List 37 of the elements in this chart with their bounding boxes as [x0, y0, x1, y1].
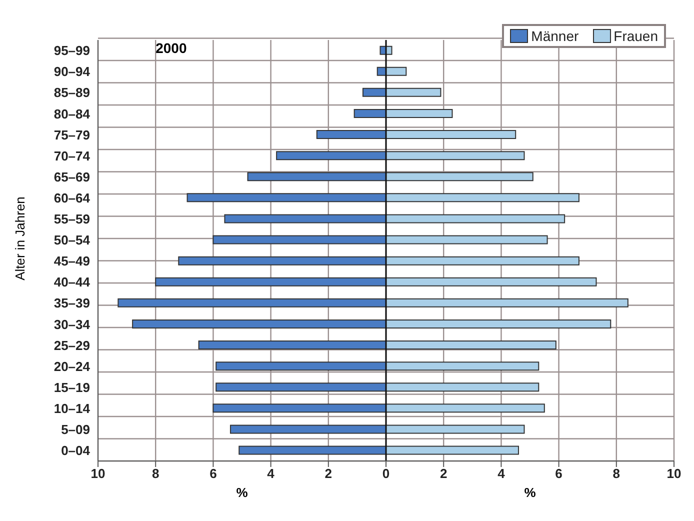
y-tick-label: 5–09: [61, 422, 90, 438]
y-tick-label: 10–14: [54, 400, 91, 416]
y-tick-label: 80–84: [54, 106, 91, 122]
y-tick-label: 55–59: [54, 212, 90, 227]
x-tick-label: 4: [267, 466, 276, 482]
x-tick-label: 0: [382, 466, 390, 482]
y-tick-label: 30–34: [54, 316, 91, 332]
y-tick-label: 90–94: [54, 64, 91, 80]
legend-label: Frauen: [612, 28, 658, 44]
x-tick-label: 6: [210, 466, 217, 482]
x-tick-label: 4: [498, 466, 506, 482]
x-tick-label: 6: [555, 466, 562, 482]
y-tick-label: 25–29: [54, 338, 90, 353]
y-tick-label: 70–74: [54, 148, 91, 164]
y-tick-label: 50–54: [54, 232, 91, 248]
legend-label: Männer: [530, 28, 579, 44]
y-tick-label: 75–79: [54, 127, 90, 142]
x-tick-label: 8: [612, 466, 620, 482]
y-tick-label: 40–44: [54, 274, 91, 290]
y-axis-title: Alter in Jahren: [12, 196, 28, 280]
chart-title: 2000: [156, 40, 187, 56]
x-tick-label: 10: [90, 466, 106, 482]
y-tick-label: 15–19: [54, 380, 90, 395]
y-tick-label: 20–24: [54, 358, 91, 374]
y-tick-label: 0–04: [61, 443, 91, 458]
x-tick-label: 8: [152, 466, 160, 482]
text: %: [524, 485, 536, 500]
y-tick-label: 95–99: [54, 43, 90, 58]
y-tick-label: 85–89: [54, 85, 90, 100]
x-tick-label: 10: [666, 466, 682, 482]
y-tick-label: 45–49: [54, 254, 90, 269]
y-tick-label: 60–64: [54, 190, 91, 206]
x-tick-label: 2: [324, 466, 332, 482]
x-axis-title: %: [235, 485, 249, 500]
x-tick-label: 2: [440, 466, 448, 482]
y-tick-label: 35–39: [54, 296, 90, 311]
y-tick-label: 65–69: [54, 169, 90, 184]
